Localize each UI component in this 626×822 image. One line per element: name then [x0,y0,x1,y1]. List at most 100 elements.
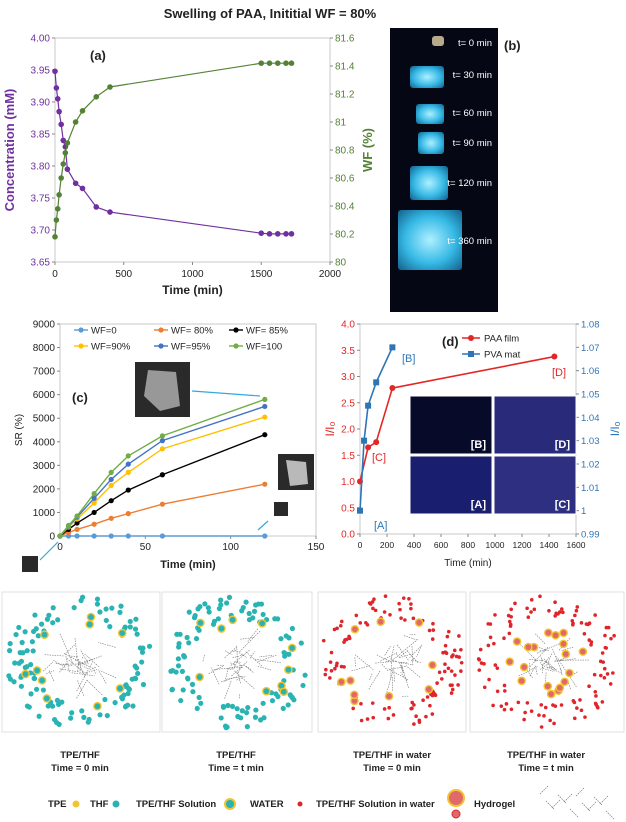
water-dot [587,621,592,626]
y-tick-label: 8000 [33,343,56,354]
chart-a: 3.65 3.70 3.75 3.80 3.85 3.90 3.95 4.00 80 80.2 80… [2,34,375,298]
water-dot [508,624,513,628]
hydrogel-chain [76,661,93,692]
data-point-c [108,469,114,475]
water-dot [601,660,605,664]
data-point-c [262,396,268,402]
legend-label: WF=90% [91,342,131,353]
water-dot [493,613,497,617]
y2-tick-label: 1 [581,506,586,517]
water-dot [513,601,517,606]
hydrogel-chain [534,645,546,651]
hydrogel-chain [236,645,238,663]
thf-dot [81,714,87,720]
water-dot [611,671,615,675]
thf-dot [246,617,253,623]
thf-dot [181,654,188,660]
hydrogel-chain [406,650,419,663]
water-dot [359,701,363,706]
y-tick-label: 0.5 [341,503,355,514]
hydrogel-chain [247,628,259,642]
data-point-a [64,140,71,146]
data-point-d [365,444,372,451]
y2-tick-label: 81 [335,118,347,129]
water-dot [571,698,576,703]
water-dot [537,713,541,717]
legend-marker [158,343,164,349]
thf-dot [94,596,101,602]
time-label: t= 360 min [447,236,492,247]
x-tick-label: 500 [115,269,132,280]
hydrogel-chain [224,646,238,658]
thf-dot [186,640,192,646]
photo-panel-b: t= 0 min t= 30 min t= 60 min t= 90 min t= 12… [390,28,498,312]
water-dot [612,633,616,638]
caption-line1: TPE/THF in water [353,750,431,761]
data-point-c [159,533,165,539]
water-dot [548,718,552,723]
hydrogel-chain [232,654,245,659]
water-dot [430,712,435,716]
thf-dot [192,612,198,619]
hydrogel-chain [233,661,238,668]
thf-dot [291,697,297,703]
thf-dot [260,700,266,706]
water-dot [409,602,413,606]
legend-solution-water-dot-small [451,809,461,819]
y-axis-label: I/I₀ [323,421,337,436]
hydrogel-thumbnail [274,502,288,516]
water-dot [478,647,483,652]
micrograph-tile [493,395,577,455]
legend-water-label: WATER [250,799,284,810]
data-point-a [53,217,60,223]
y-tick-label: 5000 [33,414,56,425]
water-dot [457,655,461,659]
series-line-a [54,62,292,237]
water-dot [609,636,613,641]
hydrogel-chain [231,661,248,677]
data-point-c [108,498,114,504]
thf-dot [218,597,224,603]
hydrogel-chain [77,659,79,663]
thf-dot [186,609,192,615]
hydrogel-chain [416,644,423,658]
legend-marker [78,343,84,349]
hydrogel-chain [86,679,103,696]
data-point-a [266,60,273,66]
data-point-c [262,414,268,420]
y2-tick-label: 1.04 [581,413,600,424]
hydrogel-chain [399,653,412,659]
y2-tick-label: 1.02 [581,460,600,471]
hydrogel-chain [411,646,414,666]
legend-marker [78,327,84,333]
micrograph-tile [409,455,493,515]
water-dot [502,707,507,712]
data-point-a [58,175,64,181]
water-dot [445,634,450,639]
thf-dot [281,649,287,656]
legend-label: WF= 80% [171,326,214,337]
thf-dot [245,704,251,711]
thf-dot [175,656,181,662]
water-dot [351,706,356,711]
water-dot [401,596,406,600]
thf-dot [94,601,101,607]
water-dot [459,660,464,665]
time-label: t= 0 min [457,38,492,49]
water-dot [539,725,544,729]
legend-marker [233,327,239,333]
water-dot [587,638,592,642]
water-dot [604,646,609,650]
legend-marker [233,343,239,349]
thf-dot [71,605,77,611]
hydrogel-chain [403,635,417,641]
point-label: [A] [374,520,387,532]
water-dot [499,704,504,708]
hydrogel-chain [529,666,536,677]
y2-tick-label: 1.05 [581,390,600,401]
hydrogel-chain [220,676,238,683]
hydrogel-chain [396,643,409,661]
hydrogel-chain [74,638,78,657]
data-point-c [74,520,80,526]
x-tick-label: 1200 [513,540,532,550]
